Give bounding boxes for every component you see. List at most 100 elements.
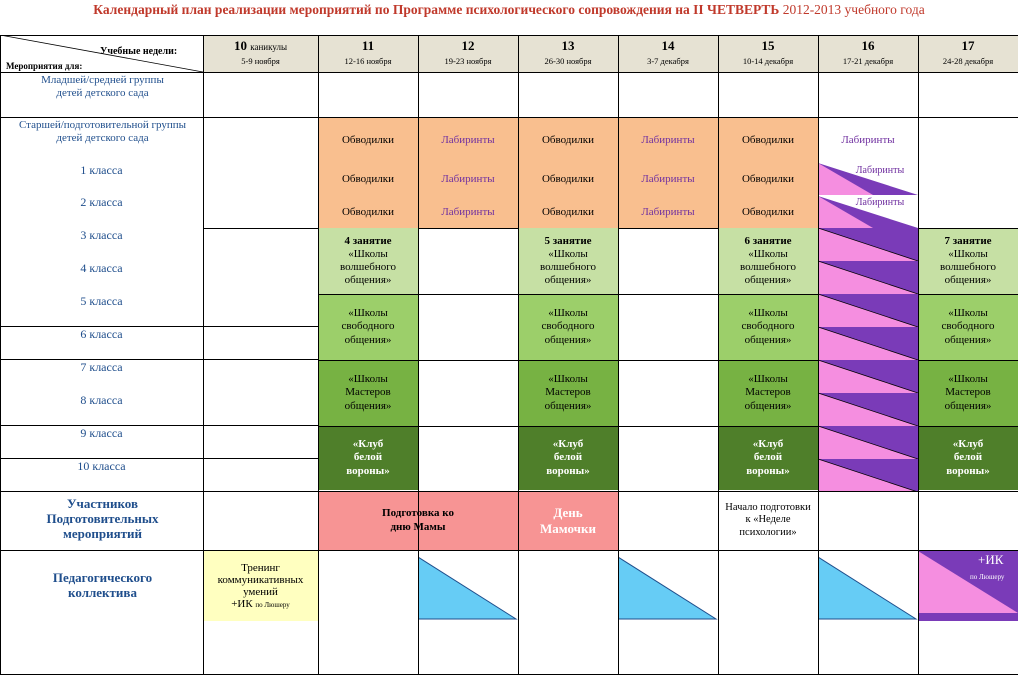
row-label-grade-6: 6 класса [80, 327, 123, 341]
grid-line [718, 35, 719, 675]
grid-line [618, 294, 718, 295]
row-label-grade-9: 9 класса [80, 426, 123, 440]
week16-triangles [818, 228, 918, 492]
activity-obvodilki: Обводилки [341, 206, 395, 218]
session-volsh-w15: 6 занятие «Школы волшебного общения» [718, 228, 818, 294]
w16-diagonal [818, 458, 918, 492]
activity-obvodilki: Обводилки [541, 206, 595, 218]
corner-events-label: Мероприятия для: [6, 61, 83, 71]
week-16-number: 16 [861, 38, 875, 53]
session-title: «Школы волшебного общения» [939, 247, 997, 287]
session-master-w11: «Школы Мастеров общения» [318, 360, 418, 426]
grid-line [518, 35, 519, 675]
activity-labirinty: Лабиринты [441, 173, 495, 185]
w16-diagonal [818, 392, 918, 427]
row-label-grade-8: 8 класса [80, 393, 123, 407]
grid-line [203, 326, 318, 327]
grid-line [0, 491, 1018, 492]
session-svob-w17: «Школы свободного общения» [918, 294, 1018, 360]
page-title: Календарный план реализации мероприятий … [93, 2, 925, 17]
grid-line [518, 426, 618, 427]
week-11-dates: 12-16 ноября [344, 56, 392, 66]
session-master-w17: «Школы Мастеров общения» [918, 360, 1018, 426]
grid-line [0, 550, 1018, 551]
row-label-grade-2: 2 класса [80, 195, 123, 209]
row-label-event-participants: Участников Подготовительных мероприятий [46, 496, 159, 541]
session-klub-w11: «Клуб белой вороны» [318, 426, 418, 490]
grid-line [718, 294, 818, 295]
orange-block-w14 [618, 118, 718, 228]
activity-labirinty: Лабиринты [641, 134, 695, 146]
grid-line [418, 294, 518, 295]
activity-labirinty: Лабиринты [841, 134, 895, 146]
grid-line [718, 426, 818, 427]
session-number: 7 занятие [944, 234, 992, 247]
grid-line [918, 360, 1018, 361]
session-volsh-w11: 4 занятие «Школы волшебного общения» [318, 228, 418, 294]
week-16-dates: 17-21 декабря [842, 56, 894, 66]
grid-line [318, 294, 418, 295]
grid-line [0, 674, 1018, 675]
activity-obvodilki: Обводилки [541, 134, 595, 146]
event-trening: Тренинг коммуникативных умений +ИК по Лю… [203, 551, 318, 621]
grid-line [418, 360, 518, 361]
staff-triangle-w16 [818, 557, 918, 620]
week-12-number: 12 [461, 38, 475, 53]
grid-line [618, 228, 718, 229]
w16-diagonal [818, 425, 918, 460]
labirinty-triangle-w16-r1 [818, 163, 918, 195]
row-label-grade-3: 3 класса [80, 228, 123, 242]
grid-line [0, 117, 1018, 118]
row-label-junior-kindergarten: Младшей/средней группы детей детского са… [41, 74, 164, 99]
activity-obvodilki: Обводилки [341, 173, 395, 185]
grid-line [918, 35, 919, 675]
week-15-dates: 10-14 декабря [742, 56, 794, 66]
week-13-dates: 26-30 ноября [544, 56, 592, 66]
row-label-senior-kindergarten: Старшей/подготовительной группы детей де… [18, 119, 187, 144]
week-10-dates: 5-9 ноября [241, 56, 280, 66]
week-17-dates: 24-28 декабря [942, 56, 994, 66]
w16-diagonal [818, 326, 918, 361]
grid-line [318, 35, 319, 675]
row-label-grade-4: 4 класса [80, 261, 123, 275]
session-title: «Школы волшебного общения» [539, 247, 597, 287]
trening-ik: +ИК по Люшеру [231, 598, 290, 611]
grid-line [203, 35, 204, 675]
session-volsh-w17: 7 занятие «Школы волшебного общения» [918, 228, 1018, 294]
week-14-number: 14 [661, 38, 675, 53]
w17-lyusher-label: по Люшеру [970, 573, 1005, 581]
session-title: «Школы волшебного общения» [739, 247, 797, 287]
session-title: «Школы волшебного общения» [339, 247, 397, 287]
grid-line [0, 72, 1018, 73]
activity-obvodilki: Обводилки [741, 173, 795, 185]
row-label-grade-5: 5 класса [80, 294, 123, 308]
row-label-grade-1: 1 класса [80, 163, 123, 177]
grid-line [0, 425, 203, 426]
grid-line [0, 35, 1, 675]
grid-line [0, 458, 203, 459]
grid-line [0, 326, 203, 327]
grid-line [918, 228, 1018, 229]
week-17-number: 17 [961, 38, 975, 53]
week-11-number: 11 [361, 38, 375, 53]
week-10-number: 10 каникулы [233, 38, 287, 53]
grid-line [0, 35, 1018, 36]
session-master-w13: «Школы Мастеров общения» [518, 360, 618, 426]
session-number: 6 занятие [744, 234, 792, 247]
activity-obvodilki: Обводилки [541, 173, 595, 185]
week-15-number: 15 [761, 38, 775, 53]
week-12-dates: 19-23 ноября [444, 56, 492, 66]
w17-ik-label: +ИК [978, 552, 1004, 567]
session-klub-w15: «Клуб белой вороны» [718, 426, 818, 490]
trening-label: Тренинг коммуникативных умений [217, 561, 304, 598]
row-label-teaching-staff: Педагогического коллектива [52, 570, 153, 600]
w16-diagonal [818, 359, 918, 394]
grid-line [318, 360, 418, 361]
activity-obvodilki: Обводилки [741, 134, 795, 146]
w16-diagonal [818, 228, 918, 262]
grid-line [918, 426, 1018, 427]
grid-line [203, 228, 318, 229]
session-svob-w15: «Школы свободного общения» [718, 294, 818, 360]
orange-block-w12 [418, 118, 518, 228]
